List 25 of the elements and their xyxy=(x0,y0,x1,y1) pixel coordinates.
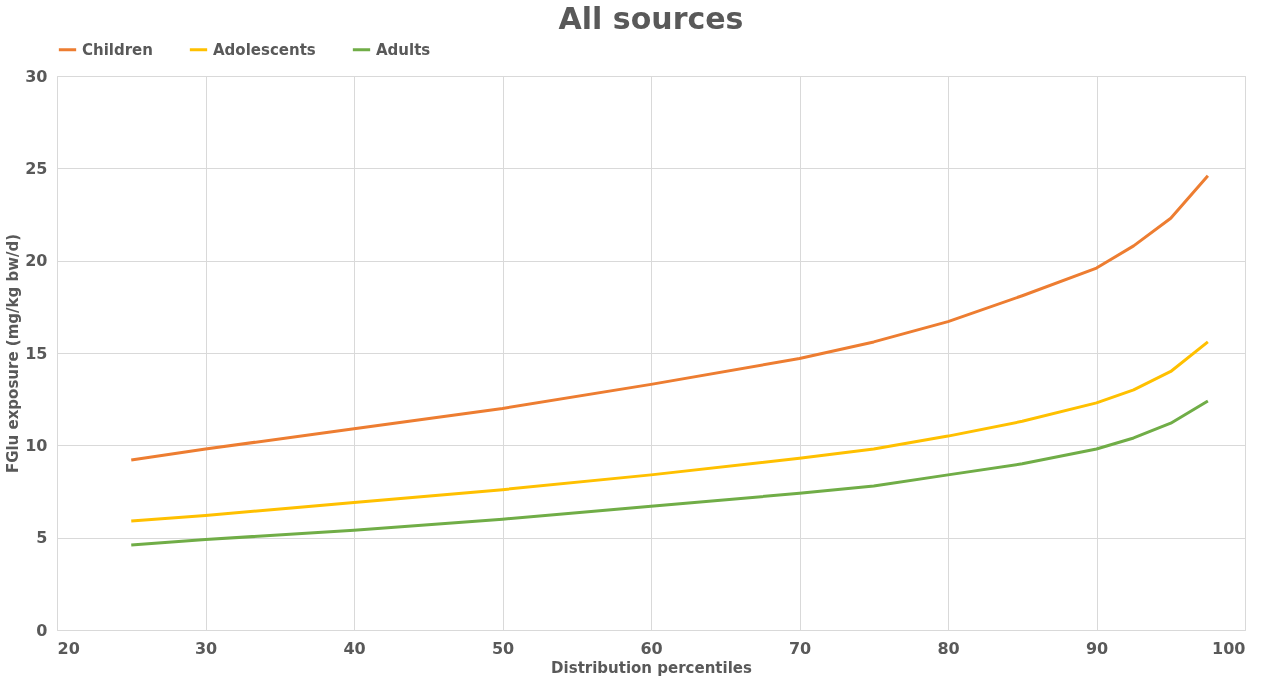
line-series xyxy=(129,399,1210,547)
y-tick-label: 25 xyxy=(25,158,48,178)
y-tick-label: 0 xyxy=(36,620,48,640)
x-tick-label: 30 xyxy=(194,638,218,658)
x-tick-label: 80 xyxy=(937,638,960,658)
y-axis-title: FGlu exposure (mg/kg bw/d) xyxy=(4,233,23,474)
x-tick-label: 50 xyxy=(491,638,515,658)
x-tick-label: 60 xyxy=(640,638,663,658)
legend-label: Adults xyxy=(376,40,431,59)
line-series xyxy=(129,340,1210,523)
line-series xyxy=(129,174,1210,462)
x-tick-label: 90 xyxy=(1085,638,1109,658)
x-tick-label: 40 xyxy=(343,638,366,658)
chart-title: All sources xyxy=(558,1,744,36)
x-tick-label: 70 xyxy=(788,638,812,658)
y-tick-label: 15 xyxy=(25,343,48,363)
legend-label: Children xyxy=(82,40,153,59)
legend-label: Adolescents xyxy=(213,40,316,59)
x-tick-label: 20 xyxy=(57,638,80,658)
y-tick-label: 20 xyxy=(25,251,48,271)
y-tick-label: 30 xyxy=(25,66,48,86)
x-tick-label: 100 xyxy=(1212,638,1246,658)
x-axis-title: Distribution percentiles xyxy=(551,658,752,677)
y-tick-label: 10 xyxy=(25,435,48,455)
y-tick-label: 5 xyxy=(36,528,48,548)
